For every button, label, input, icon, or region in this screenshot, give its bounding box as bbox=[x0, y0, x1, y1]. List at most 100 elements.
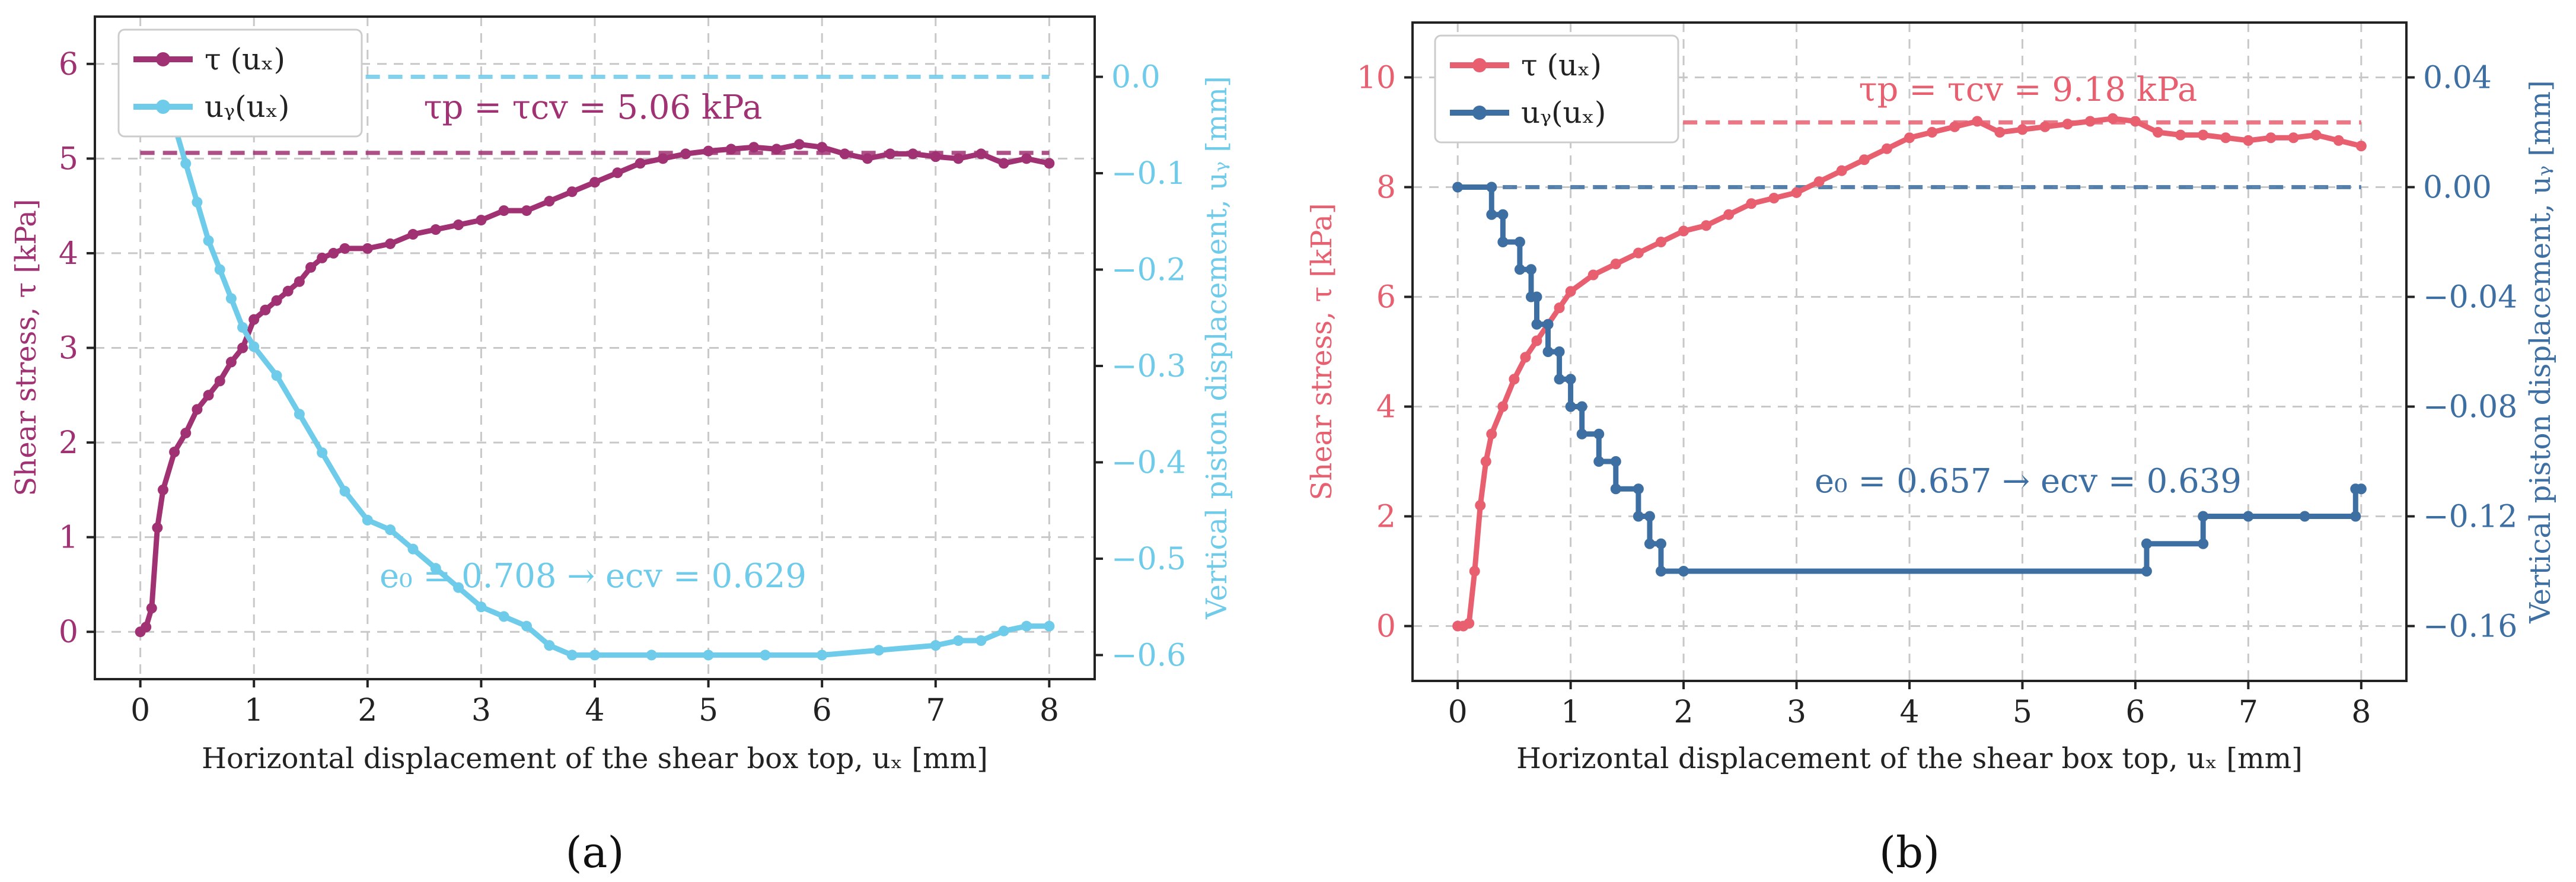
uy-data-point bbox=[2299, 511, 2310, 522]
uy-data-point bbox=[1610, 483, 1621, 495]
uy-data-point bbox=[339, 486, 350, 497]
uy-data-point bbox=[203, 235, 214, 246]
uy-data-point bbox=[1633, 511, 1644, 522]
tau-data-point bbox=[998, 158, 1009, 169]
uy-data-point bbox=[1514, 237, 1525, 247]
legend-label-tau: τ (uₓ) bbox=[1521, 48, 1602, 82]
uy-data-point bbox=[1021, 620, 1032, 632]
y-tick-label-left: 2 bbox=[1376, 499, 1396, 535]
tau-data-point bbox=[271, 295, 282, 306]
uy-data-point bbox=[521, 620, 533, 632]
tau-data-point bbox=[152, 522, 163, 533]
uy-data-point bbox=[1486, 182, 1497, 193]
uy-data-point bbox=[294, 409, 305, 420]
tau-data-point bbox=[1475, 500, 1486, 511]
uy-data-point bbox=[476, 601, 487, 613]
uy-data-point bbox=[1678, 566, 1689, 577]
uy-data-point bbox=[192, 196, 203, 208]
uy-data-point bbox=[317, 447, 328, 458]
uy-data-point bbox=[237, 321, 248, 333]
x-axis-label: Horizontal displacement of the shear box… bbox=[202, 742, 988, 775]
uy-data-point bbox=[1633, 483, 1644, 495]
tau-data-point bbox=[2355, 141, 2367, 152]
series-group bbox=[1452, 113, 2367, 632]
tau-data-point bbox=[214, 375, 225, 387]
uy-data-point bbox=[646, 649, 657, 661]
y-tick-label-left: 10 bbox=[1357, 61, 1396, 96]
x-tick-label: 2 bbox=[1674, 695, 1694, 730]
tau-data-point bbox=[1464, 617, 1475, 629]
y-axis-label-left: Shear stress, τ [kPa] bbox=[9, 199, 43, 496]
tau-data-point bbox=[169, 447, 180, 458]
tau-data-point bbox=[817, 142, 828, 153]
tau-data-point bbox=[180, 428, 192, 439]
tau-data-point bbox=[1746, 198, 1757, 209]
tau-data-point bbox=[1633, 247, 1644, 259]
uy-data-point bbox=[760, 649, 771, 661]
x-tick-label: 6 bbox=[2125, 695, 2145, 730]
uy-data-point bbox=[385, 524, 396, 536]
tau-data-point bbox=[498, 205, 509, 216]
tau-data-point bbox=[260, 304, 271, 316]
uy-data-point bbox=[1554, 346, 1565, 357]
tau-data-point bbox=[282, 285, 294, 297]
tau-data-point bbox=[1791, 187, 1802, 198]
tau-data-point bbox=[1927, 127, 1938, 138]
tau-data-point bbox=[1813, 176, 1825, 187]
y-ticks-left: 0 1 2 3 4 5 6 bbox=[59, 47, 95, 650]
uy-data-point bbox=[248, 341, 260, 352]
x-tick-label: 4 bbox=[1899, 695, 1919, 730]
series-group bbox=[135, 71, 1055, 661]
x-tick-label: 0 bbox=[130, 693, 150, 728]
legend: τ (uₓ) uᵧ(uₓ) bbox=[1434, 34, 1679, 144]
tau-data-point bbox=[2175, 129, 2186, 141]
tau-data-point bbox=[317, 252, 328, 263]
tau-data-point bbox=[192, 404, 203, 415]
y-tick-label-left: 4 bbox=[1376, 390, 1396, 425]
uy-data-point bbox=[430, 563, 441, 574]
uy-data-point bbox=[1656, 538, 1666, 549]
uy-data-point bbox=[1644, 538, 1655, 549]
tau-data-point bbox=[930, 151, 941, 163]
tau-data-point bbox=[566, 186, 578, 198]
tau-data-point bbox=[2084, 116, 2096, 127]
uy-data-point bbox=[2198, 511, 2209, 522]
tau-data-point bbox=[2107, 113, 2118, 124]
y-axis-label-left: Shear stress, τ [kPa] bbox=[1305, 203, 1338, 500]
tau-data-point bbox=[2129, 116, 2141, 127]
tau-data-point bbox=[521, 205, 533, 216]
y-tick-label-right: −0.12 bbox=[2423, 499, 2517, 535]
tau-data-point bbox=[2062, 119, 2073, 130]
tau-data-point bbox=[1469, 566, 1480, 577]
uy-data-point bbox=[1531, 319, 1542, 330]
uy-data-point bbox=[271, 370, 282, 381]
y-tick-label-right: −0.04 bbox=[2423, 280, 2517, 316]
tau-data-point bbox=[339, 243, 350, 254]
tau-data-point bbox=[2243, 135, 2254, 146]
tau-data-point bbox=[1949, 121, 1960, 132]
tau-data-point bbox=[146, 603, 157, 614]
uy-data-point bbox=[1644, 511, 1655, 522]
tau-data-point bbox=[1044, 158, 1055, 169]
tau-data-point bbox=[2017, 124, 2028, 135]
y-tick-label-left: 0 bbox=[1376, 609, 1396, 645]
tau-data-point bbox=[1994, 127, 2006, 138]
tau-data-point bbox=[407, 229, 419, 240]
tau-data-point bbox=[2153, 127, 2163, 138]
legend-label-uy: uᵧ(uₓ) bbox=[1521, 95, 1606, 130]
x-tick-label: 5 bbox=[699, 693, 718, 728]
tau-data-point bbox=[2198, 129, 2209, 141]
tau-data-point bbox=[1587, 269, 1599, 281]
uy-data-point bbox=[1656, 566, 1666, 577]
tau-data-point bbox=[885, 148, 896, 160]
tau-data-point bbox=[1497, 401, 1509, 412]
grid bbox=[95, 17, 1095, 679]
x-tick-label: 1 bbox=[244, 693, 264, 728]
tau-data-point bbox=[2220, 132, 2231, 144]
legend-label-tau: τ (uₓ) bbox=[205, 42, 285, 77]
tau-data-point bbox=[748, 142, 760, 153]
tau-data-point bbox=[1531, 335, 1542, 346]
uy-data-point bbox=[930, 640, 941, 651]
tau-data-point bbox=[2310, 129, 2322, 141]
